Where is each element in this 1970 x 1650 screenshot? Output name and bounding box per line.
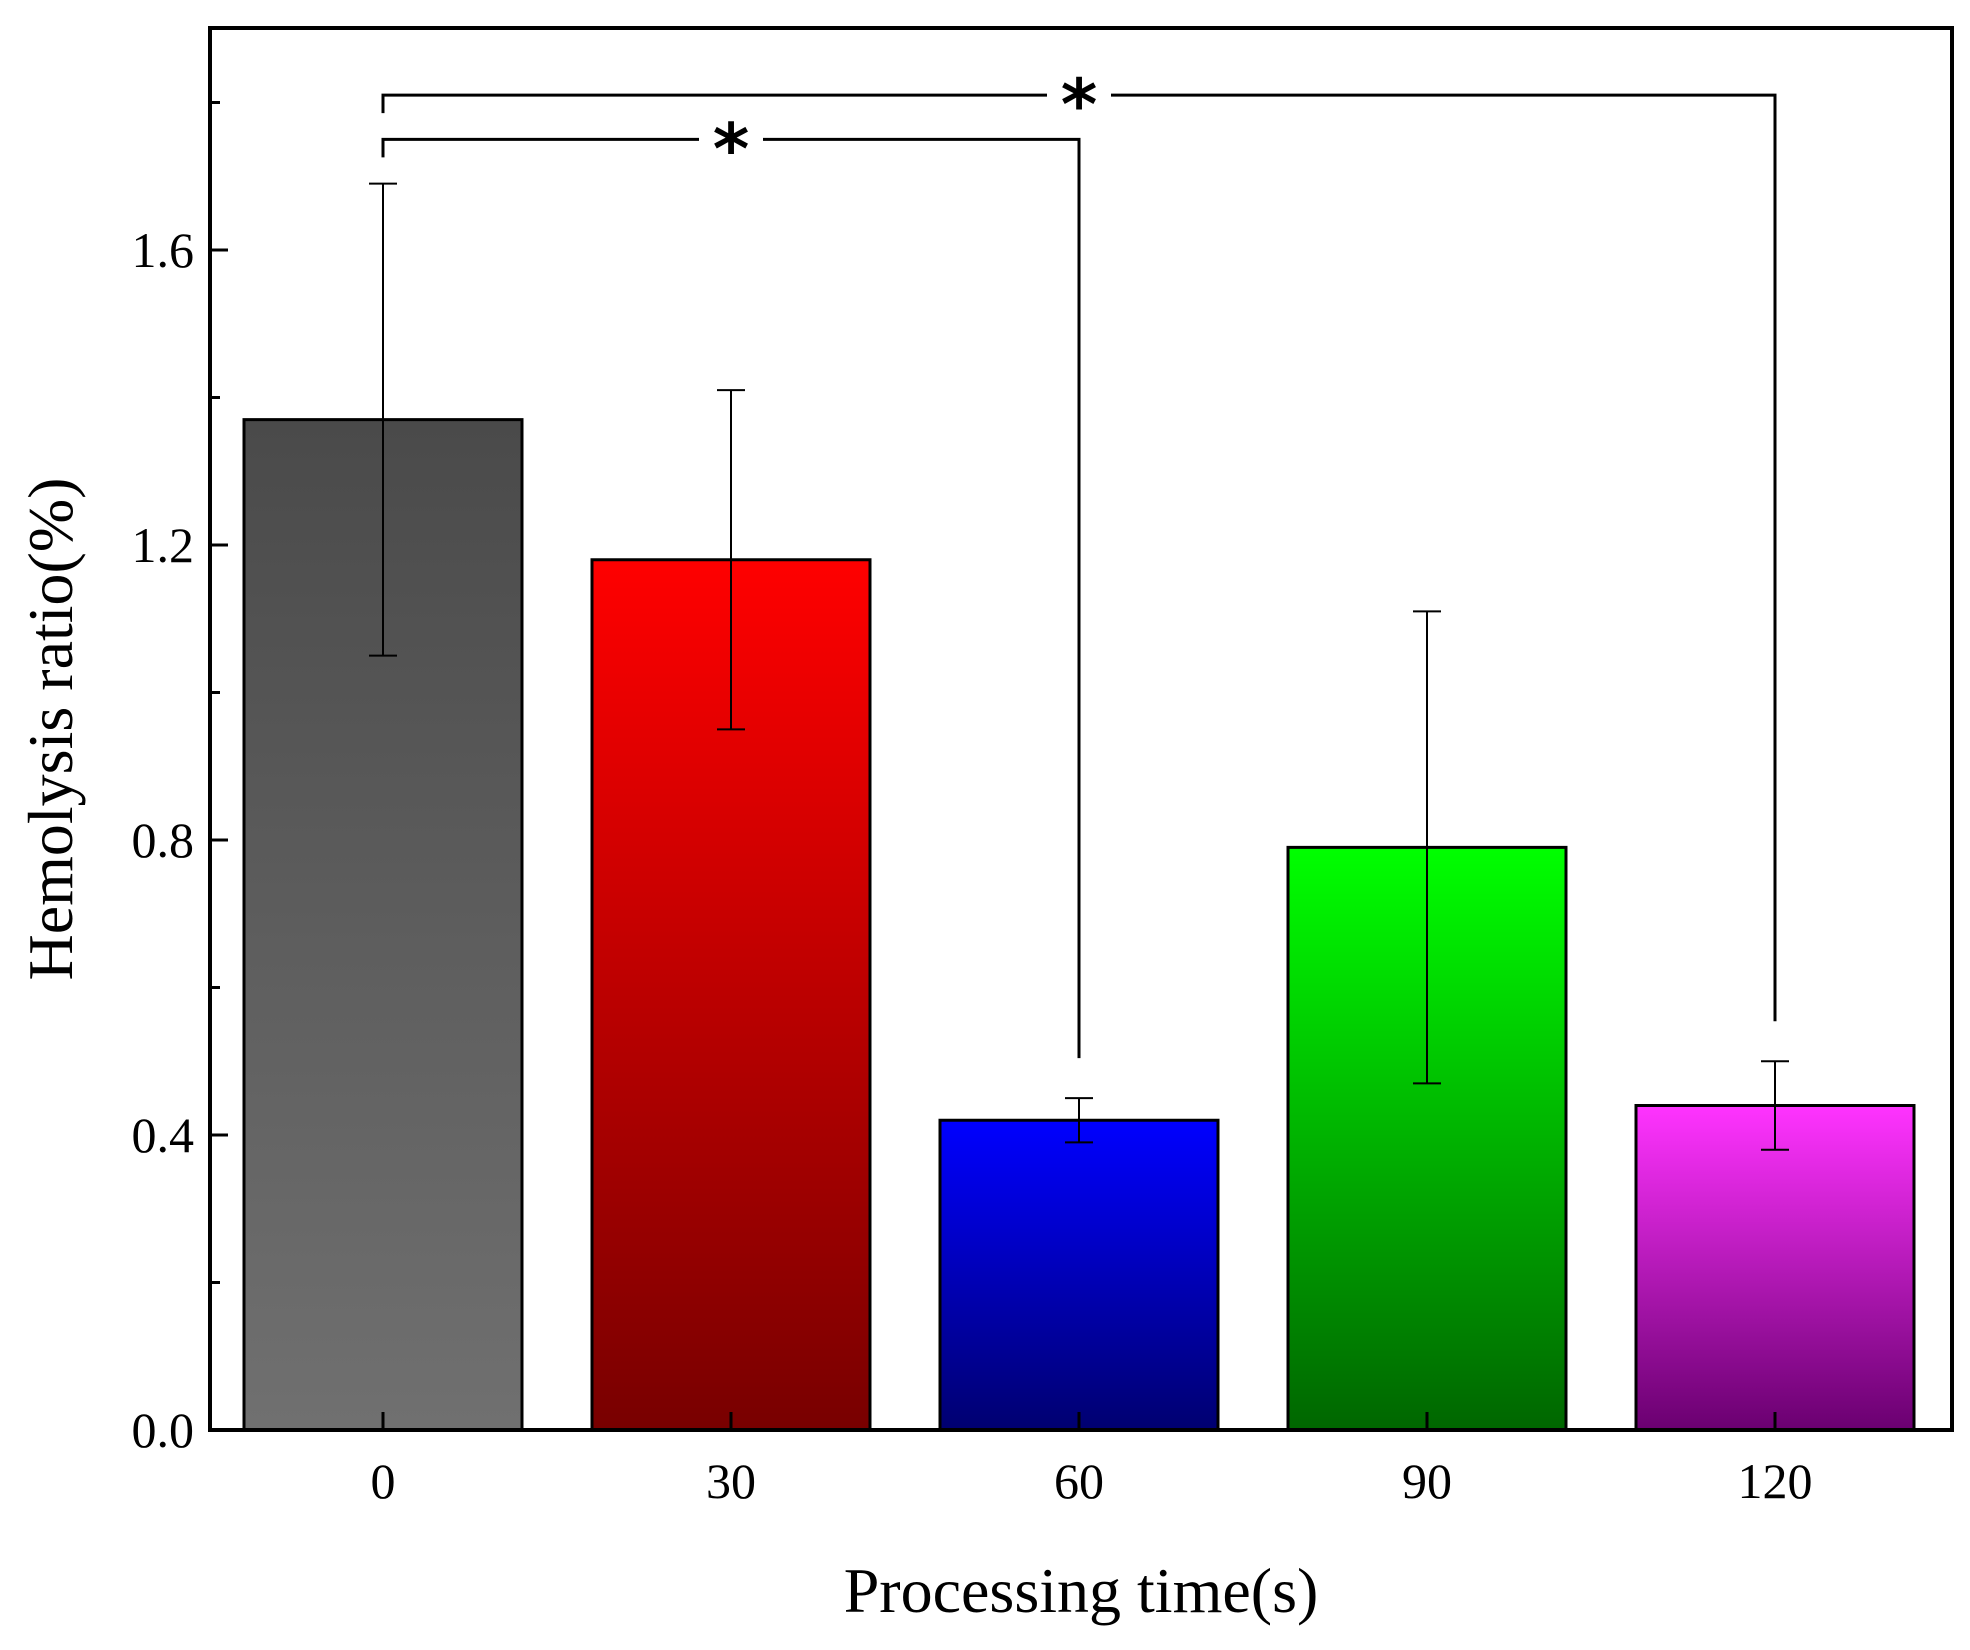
x-tick-label: 120: [1738, 1453, 1813, 1509]
significance-label: *: [713, 108, 750, 190]
bracket-gap: [1047, 75, 1111, 116]
bar-120: [1634, 1104, 1916, 1432]
x-tick-label: 0: [371, 1453, 396, 1509]
plot-frame: [208, 26, 1954, 1432]
significance-label: *: [1061, 64, 1098, 146]
x-tick-label: 60: [1054, 1453, 1104, 1509]
y-tick-label: 0.0: [132, 1402, 195, 1458]
x-axis-title: Processing time(s): [844, 1555, 1319, 1626]
bar-60: [938, 1118, 1220, 1432]
significance-bracket-0-60: *: [381, 108, 1081, 1059]
error-bar-30: [717, 389, 745, 731]
axis-layer: 0.0 0.4 0.8 1.2 1.6 0 30 60 90 120: [132, 101, 1813, 1509]
error-bar-60: [1065, 1097, 1093, 1144]
error-bar-90: [1413, 610, 1441, 1085]
error-bar-120: [1761, 1060, 1789, 1151]
significance-bracket-0-120: *: [381, 64, 1777, 1022]
bracket-gap: [699, 119, 763, 160]
x-tick-label: 30: [706, 1453, 756, 1509]
y-tick-label: 0.4: [132, 1107, 195, 1163]
y-tick-label: 1.2: [132, 517, 195, 573]
y-axis-title: Hemolysis ratio(%): [15, 478, 86, 981]
plot-layer: **: [242, 64, 1916, 1432]
error-bar-0: [369, 182, 397, 657]
y-tick-label: 1.6: [132, 222, 195, 278]
y-tick-label: 0.8: [132, 812, 195, 868]
x-tick-label: 90: [1402, 1453, 1452, 1509]
